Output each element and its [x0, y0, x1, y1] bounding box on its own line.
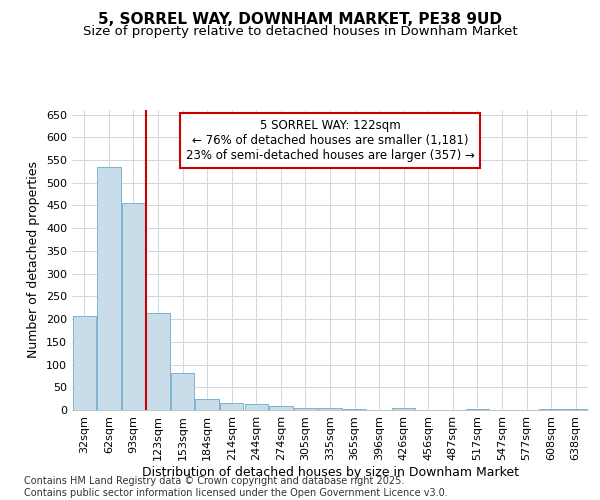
Text: 5 SORREL WAY: 122sqm
← 76% of detached houses are smaller (1,181)
23% of semi-de: 5 SORREL WAY: 122sqm ← 76% of detached h… — [185, 119, 475, 162]
Bar — [319, 408, 341, 410]
Bar — [220, 403, 244, 410]
Text: Size of property relative to detached houses in Downham Market: Size of property relative to detached ho… — [83, 25, 517, 38]
Text: Contains HM Land Registry data © Crown copyright and database right 2025.
Contai: Contains HM Land Registry data © Crown c… — [24, 476, 448, 498]
X-axis label: Distribution of detached houses by size in Downham Market: Distribution of detached houses by size … — [142, 466, 518, 478]
Bar — [171, 372, 194, 410]
Bar — [196, 398, 219, 410]
Bar — [146, 313, 170, 410]
Bar — [122, 203, 145, 410]
Y-axis label: Number of detached properties: Number of detached properties — [28, 162, 40, 358]
Bar — [269, 406, 293, 410]
Bar — [245, 404, 268, 410]
Bar — [392, 408, 415, 410]
Text: 5, SORREL WAY, DOWNHAM MARKET, PE38 9UD: 5, SORREL WAY, DOWNHAM MARKET, PE38 9UD — [98, 12, 502, 28]
Bar — [294, 408, 317, 410]
Bar — [97, 167, 121, 410]
Bar — [539, 409, 563, 410]
Bar — [343, 409, 366, 410]
Bar — [564, 408, 587, 410]
Bar — [466, 408, 489, 410]
Bar — [73, 316, 96, 410]
